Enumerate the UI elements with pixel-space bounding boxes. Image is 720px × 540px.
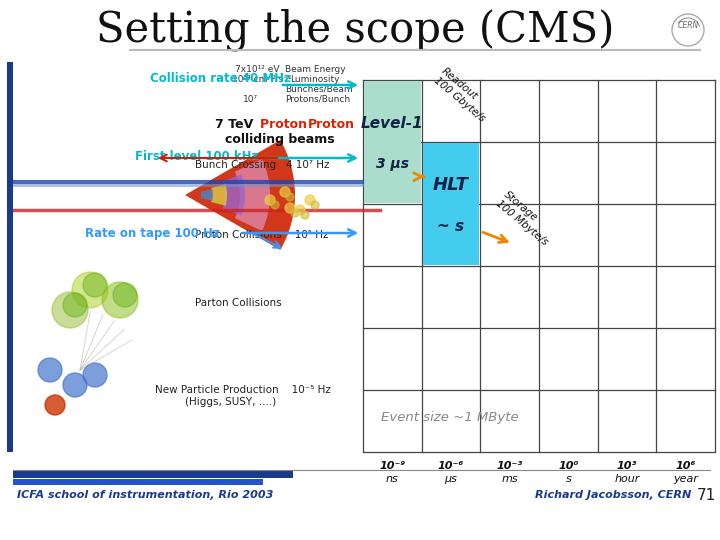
Text: s: s (565, 474, 571, 484)
Text: ms: ms (501, 474, 518, 484)
Text: Bunches/Beam: Bunches/Beam (285, 85, 353, 94)
Text: Richard Jacobsson, CERN: Richard Jacobsson, CERN (535, 490, 691, 500)
Text: 10⁶: 10⁶ (675, 461, 696, 471)
Bar (13, 471, 293, 478)
Circle shape (285, 203, 295, 213)
Text: HLT: HLT (433, 177, 469, 194)
Text: New Particle Production    10⁻⁵ Hz: New Particle Production 10⁻⁵ Hz (155, 385, 331, 395)
Text: colliding beams: colliding beams (225, 132, 335, 145)
Circle shape (63, 373, 87, 397)
Text: Collision rate 40 MHz: Collision rate 40 MHz (150, 71, 291, 84)
Text: 10⁰: 10⁰ (558, 461, 579, 471)
Text: 10³⁴ cm⁻² s⁻¹: 10³⁴ cm⁻² s⁻¹ (232, 75, 292, 84)
Text: (Higgs, SUSY, ....): (Higgs, SUSY, ....) (185, 397, 276, 407)
Wedge shape (235, 159, 270, 231)
Text: Event size ~1 MByte: Event size ~1 MByte (381, 411, 518, 424)
Wedge shape (201, 189, 213, 201)
Bar (13, 479, 263, 485)
Bar (13, 77, 363, 452)
Text: Readout
100 Gbyte/s: Readout 100 Gbyte/s (432, 65, 495, 124)
Text: CERN: CERN (678, 22, 698, 30)
Text: Protons/Bunch: Protons/Bunch (285, 95, 350, 104)
Circle shape (102, 282, 138, 318)
Text: 10⁻⁶: 10⁻⁶ (438, 461, 464, 471)
Text: Setting the scope (CMS): Setting the scope (CMS) (96, 9, 614, 51)
Bar (364, 81, 420, 203)
Text: Beam Energy: Beam Energy (285, 65, 346, 74)
Circle shape (311, 201, 319, 209)
Circle shape (291, 209, 299, 217)
Text: Level-1: Level-1 (361, 116, 423, 131)
Text: ICFA school of instrumentation, Rio 2003: ICFA school of instrumentation, Rio 2003 (17, 490, 274, 500)
Text: Proton Collisions    10⁵ Hz: Proton Collisions 10⁵ Hz (195, 230, 328, 240)
Text: Proton: Proton (308, 118, 355, 132)
Text: 10⁻³: 10⁻³ (497, 461, 523, 471)
Text: 7 TeV: 7 TeV (215, 118, 258, 132)
Circle shape (52, 292, 88, 328)
Circle shape (286, 193, 294, 201)
Circle shape (83, 273, 107, 297)
Circle shape (305, 195, 315, 205)
Text: μs: μs (444, 474, 457, 484)
Text: ns: ns (386, 474, 399, 484)
Text: 71: 71 (696, 488, 716, 503)
Text: Proton: Proton (260, 118, 311, 132)
Text: 7x10¹² eV: 7x10¹² eV (235, 65, 279, 74)
Text: hour: hour (614, 474, 639, 484)
Circle shape (271, 201, 279, 209)
Circle shape (301, 211, 309, 219)
Text: 3 μs: 3 μs (376, 157, 409, 171)
Text: Parton Collisions: Parton Collisions (195, 298, 282, 308)
Circle shape (63, 293, 87, 317)
Text: First level 100 kHz: First level 100 kHz (135, 151, 258, 164)
Text: 10³: 10³ (617, 461, 637, 471)
Text: ~ s: ~ s (438, 219, 464, 234)
Text: 10⁻⁹: 10⁻⁹ (379, 461, 405, 471)
Circle shape (45, 395, 65, 415)
Wedge shape (185, 140, 295, 250)
Wedge shape (211, 184, 227, 206)
Text: Luminosity: Luminosity (290, 75, 340, 84)
Wedge shape (222, 174, 245, 215)
Text: Rate on tape 100 Hz: Rate on tape 100 Hz (85, 226, 220, 240)
Text: year: year (673, 474, 698, 484)
Text: Bunch Crossing   4 10⁷ Hz: Bunch Crossing 4 10⁷ Hz (195, 160, 330, 170)
Circle shape (280, 187, 290, 197)
Circle shape (265, 195, 275, 205)
Text: Storage
100 Mbyte/s: Storage 100 Mbyte/s (495, 189, 558, 247)
Circle shape (38, 358, 62, 382)
Circle shape (295, 205, 305, 215)
Bar (423, 143, 480, 265)
Bar (7, 62, 13, 452)
Circle shape (83, 363, 107, 387)
Circle shape (113, 283, 137, 307)
Text: 10⁷: 10⁷ (243, 95, 258, 104)
Circle shape (72, 272, 108, 308)
